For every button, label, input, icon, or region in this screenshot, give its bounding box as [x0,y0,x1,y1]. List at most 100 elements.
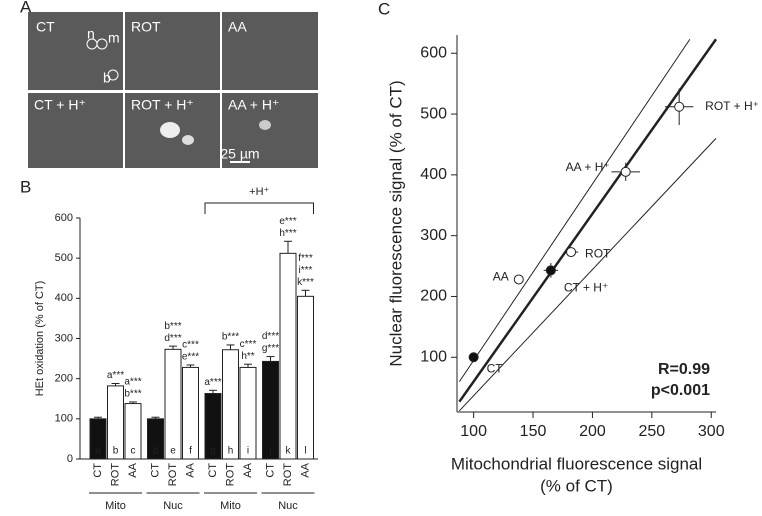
significance-label: b*** [164,321,181,332]
bar-letter: f [189,446,192,457]
y-tick-label: 600 [420,44,447,61]
bar-letter: g [210,446,216,457]
significance-label: h** [241,351,254,362]
significance-label: c*** [182,340,199,351]
x-tick-label: CT [92,463,104,478]
y-tick-label: 500 [55,252,73,264]
y-axis-title: HEt oxidation (% of CT) [34,281,46,397]
bar-letter: i [247,446,249,457]
ci-lower [459,138,717,412]
panel-label: B [20,177,31,196]
x-tick-label: AA [242,462,254,477]
point [620,166,631,177]
significance-label: k*** [297,277,314,288]
bright-spot [182,135,194,145]
significance-label: f*** [298,253,313,264]
panel-label: C [378,0,390,18]
x-tick-label: 200 [579,423,606,440]
x-tick-label: 100 [460,423,487,440]
y-axis-title: Nuclear fluorescence signal (% of CT) [386,80,405,366]
x-tick-label: 150 [520,423,547,440]
point [674,101,685,112]
micrograph [28,93,123,168]
bar-letter: d [153,446,159,457]
y-tick-label: 600 [55,212,73,224]
x-tick-label: 250 [638,423,665,440]
micrograph-label: CT + H⁺ [34,97,86,113]
ci-upper [458,38,691,382]
y-tick-label: 400 [55,292,73,304]
significance-label: b*** [222,332,239,343]
group-label: Nuc [278,500,298,511]
significance-label: d*** [164,333,181,344]
group-label: Nuc [163,500,183,511]
bright-spot [259,120,271,130]
significance-label: c*** [240,339,257,350]
point [566,247,577,258]
bar-letter: e [170,446,176,457]
y-tick-label: 500 [420,105,447,122]
point-label: ROT + H⁺ [705,99,759,113]
micrograph-label: CT [36,19,55,35]
bar-letter: b [113,446,119,457]
bar [222,349,239,460]
x-tick-label: AA [299,462,311,477]
bar [297,295,314,460]
y-tick-label: 400 [420,166,447,183]
bar-letter: l [304,446,306,457]
bar [262,360,279,460]
bar-letter: c [131,446,136,457]
group-label: Mito [220,500,241,511]
micrograph [28,12,123,90]
stat-label: p<0.001 [651,382,710,399]
group-label: Mito [105,500,126,511]
significance-label: i*** [299,265,313,276]
significance-label: e*** [279,216,296,227]
significance-label: g*** [262,343,279,354]
x-tick-label: 300 [698,423,725,440]
micrograph-label: AA [228,19,247,35]
point-label: AA [493,270,509,284]
significance-label: e*** [182,352,199,363]
y-tick-label: 0 [67,453,73,465]
x-tick-label: CT [149,463,161,478]
point-label: CT [487,361,504,375]
point-label: CT + H⁺ [564,280,608,294]
significance-label: a*** [124,377,141,388]
fit-line [458,38,718,403]
y-tick-label: 100 [420,348,447,365]
roi-label: n [87,26,95,42]
micrograph [222,93,318,168]
bar [164,348,182,460]
significance-label: d*** [262,331,279,342]
x-tick-label: ROT [167,463,179,487]
micrograph [222,12,318,90]
roi-label: m [108,30,120,46]
x-tick-label: AA [127,462,139,477]
bright-spot [160,122,180,138]
y-tick-label: 300 [55,332,73,344]
y-tick-label: 100 [55,413,73,425]
bar-letter: j [268,446,271,457]
stat-label: R=0.99 [658,361,710,378]
micrograph-label: ROT [131,19,161,35]
x-axis-title: Mitochondrial fluorescence signal [451,454,702,473]
roi [107,69,119,81]
x-tick-label: ROT [224,463,236,487]
significance-label: a*** [107,370,124,381]
x-tick-label: ROT [109,463,121,487]
roi-label: b [103,70,111,86]
roi [96,38,108,50]
micrograph-label: ROT + H⁺ [131,97,194,113]
bar [279,252,297,460]
y-tick-label: 200 [55,373,73,385]
significance-label: b*** [124,389,141,400]
scale-bar-label: 25 µm [220,146,259,162]
micrograph-grid: CT ROT AA CT + H⁺ ROT + H⁺ AA + H⁺ n m b… [28,12,318,168]
significance-label: h*** [279,228,296,239]
x-tick-label: ROT [282,463,294,487]
micrograph [125,12,220,90]
y-tick-label: 300 [420,227,447,244]
point-label: AA + H⁺ [566,160,610,174]
